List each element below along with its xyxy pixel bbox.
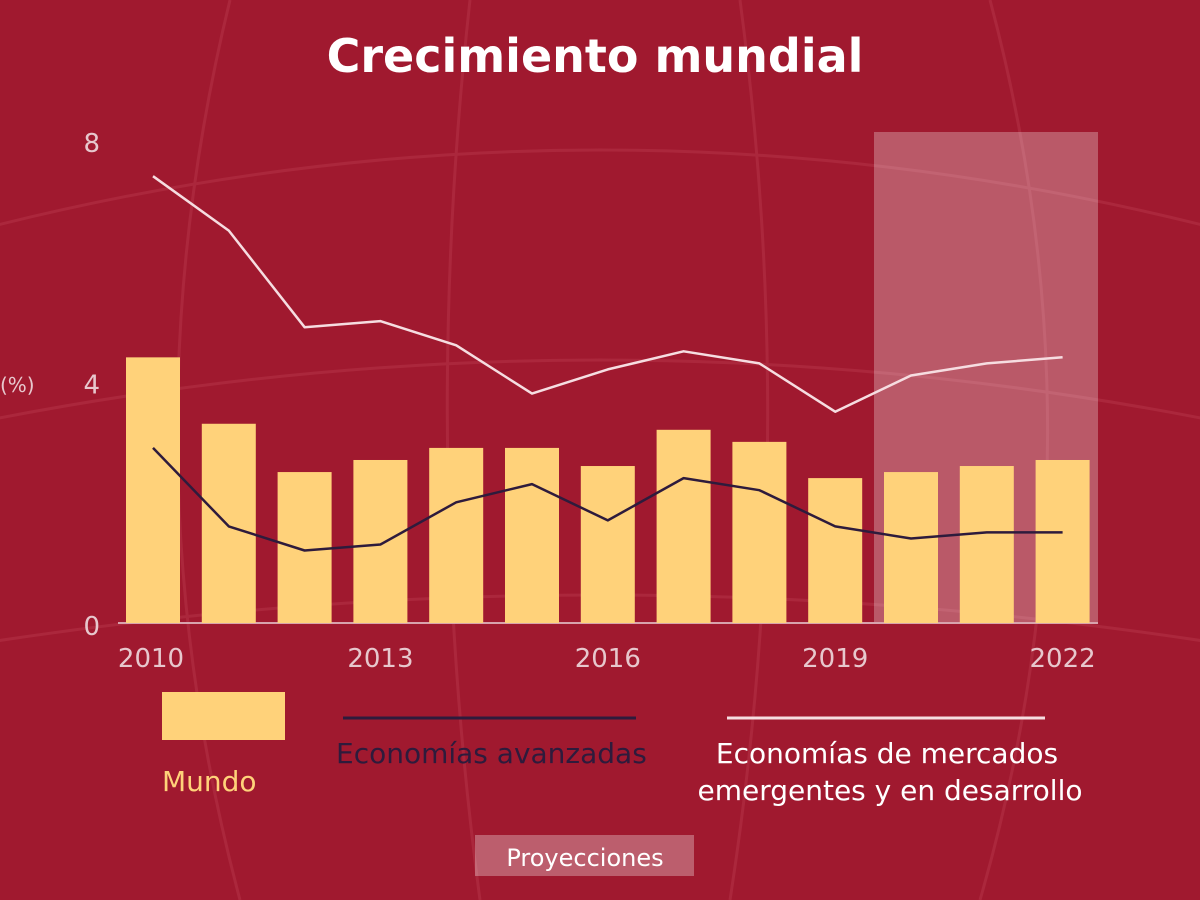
bar-mundo-2015 [505, 447, 559, 623]
bar-mundo-2014 [429, 447, 484, 623]
globe-meridian [978, 0, 1050, 900]
line-series-avanzadas [152, 447, 1063, 552]
bar-mundo-2010 [126, 357, 180, 623]
y-tick-label: 0 [83, 612, 100, 642]
line-series-emergentes [152, 175, 1063, 413]
bar-mundo-2018 [732, 441, 787, 623]
bar-mundo-2017 [656, 429, 711, 623]
legend-label-emergentes-line2: emergentes y en desarrollo [697, 774, 1082, 807]
y-tick-label: 4 [83, 371, 100, 401]
bar-mundo-2013 [353, 459, 408, 623]
chart-title: Crecimiento mundial [327, 29, 864, 83]
y-tick-label: 8 [83, 129, 100, 159]
bar-mundo-2021 [959, 466, 1014, 623]
bar-mundo-2022 [1035, 459, 1090, 623]
bar-mundo-2011 [201, 423, 256, 623]
legend-label-avanzadas: Economías avanzadas [336, 737, 647, 770]
x-tick-label: 2019 [802, 644, 868, 674]
x-tick-label: 2010 [118, 644, 184, 674]
legend-swatch-proyecciones [475, 835, 694, 876]
legend-label-mundo: Mundo [162, 765, 257, 798]
legend-label-emergentes-line1: Economías de mercados [716, 737, 1058, 770]
x-tick-label: 2013 [347, 644, 413, 674]
legend-swatch-mundo [162, 692, 285, 740]
y-axis-label: (%) [0, 373, 35, 397]
legend-label-proyecciones: Proyecciones [506, 844, 663, 872]
x-tick-label: 2022 [1030, 644, 1096, 674]
bar-mundo-2012 [277, 472, 332, 623]
bar-mundo-2016 [580, 466, 635, 623]
bar-mundo-2019 [808, 478, 863, 623]
x-tick-label: 2016 [575, 644, 641, 674]
bar-mundo-2020 [884, 472, 938, 623]
globe-parallel [0, 148, 1200, 226]
